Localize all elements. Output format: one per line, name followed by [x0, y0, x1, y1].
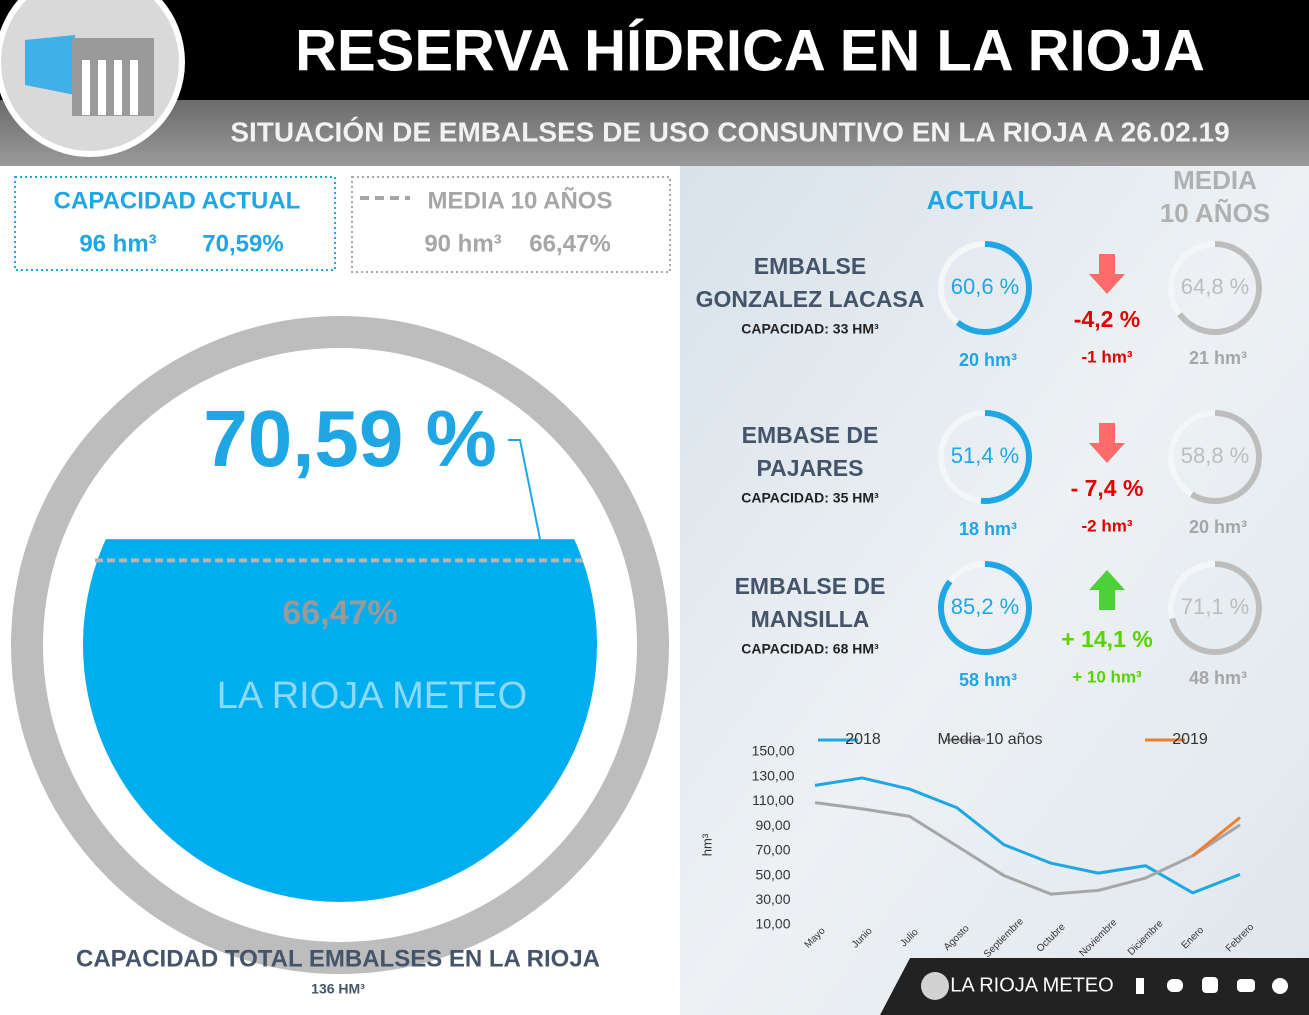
y-tick-label: 90,00 [755, 817, 790, 833]
gauge-average-label: 66,47% [282, 594, 397, 632]
ring-label: 85,2 % [951, 594, 1020, 619]
change-volume: -2 hm³ [1082, 516, 1133, 535]
y-tick-label: 50,00 [755, 866, 790, 882]
average-box [351, 176, 671, 273]
series-line [814, 776, 1241, 895]
ring-label: 51,4 % [951, 443, 1020, 468]
total-caption: CAPACIDAD TOTAL EMBALSES EN LA RIOJA [76, 945, 600, 972]
ring-label: 64,8 % [1181, 274, 1250, 299]
change-percent: - 7,4 % [1071, 475, 1144, 501]
reservoir-name: GONZALEZ LACASA [696, 286, 925, 312]
change-percent: -4,2 % [1074, 306, 1140, 332]
reservoir-capacity: CAPACIDAD: 33 HM³ [741, 321, 879, 337]
right-panel [680, 166, 1309, 1015]
ring-arc [1168, 410, 1262, 504]
footer-logo [921, 972, 949, 1000]
gauge-level-label: 70,59 % [203, 394, 497, 483]
total-capacity: 136 HM³ [311, 981, 365, 997]
ring-label: 60,6 % [951, 274, 1020, 299]
trend-arrow [1089, 423, 1125, 463]
gauge-ring [11, 316, 669, 974]
average-percent: 66,47% [529, 230, 610, 257]
column-average: MEDIA [1173, 165, 1257, 195]
current-box [14, 176, 336, 271]
y-tick-label: 130,00 [752, 767, 795, 783]
average-volume: 48 hm³ [1189, 668, 1247, 688]
legend-label: 2019 [1172, 731, 1208, 748]
header-bar [0, 0, 1309, 100]
social-icons [1136, 977, 1288, 994]
y-axis-label: hm³ [699, 833, 714, 856]
current-title: CAPACIDAD ACTUAL [54, 187, 301, 214]
reservoir-name: EMBALSE [754, 253, 866, 279]
reservoir-name: EMBASE DE [742, 422, 879, 448]
current-volume: 96 hm³ [79, 230, 156, 257]
subtitle-bar [0, 100, 1309, 166]
footer-band [880, 958, 1309, 1015]
ring-arc [938, 241, 1032, 335]
reservoir-capacity: CAPACIDAD: 35 HM³ [741, 490, 879, 506]
y-tick-label: 150,00 [752, 743, 795, 759]
change-percent: + 14,1 % [1061, 626, 1152, 652]
column-actual: ACTUAL [927, 185, 1034, 215]
reservoir-capacity: CAPACIDAD: 68 HM³ [741, 641, 879, 657]
average-volume: 21 hm³ [1189, 348, 1247, 368]
leader-line [508, 439, 541, 540]
subtitle: SITUACIÓN DE EMBALSES DE USO CONSUNTIVO … [230, 116, 1229, 147]
change-volume: + 10 hm³ [1072, 667, 1142, 686]
column-average: 10 AÑOS [1160, 198, 1270, 228]
change-volume: -1 hm³ [1082, 347, 1133, 366]
trend-arrow [1089, 254, 1125, 294]
average-volume: 20 hm³ [1189, 517, 1247, 537]
footer-brand: LA RIOJA METEO [950, 974, 1113, 996]
logo-icon [25, 35, 154, 116]
y-tick-label: 10,00 [755, 916, 790, 932]
actual-volume: 20 hm³ [959, 350, 1017, 370]
series-line [814, 801, 1241, 896]
legend-label: Media 10 años [938, 731, 1043, 748]
reservoir-name: EMBALSE DE [735, 573, 886, 599]
watermark: LA RIOJA METEO [217, 675, 527, 717]
y-tick-label: 30,00 [755, 891, 790, 907]
y-tick-label: 70,00 [755, 842, 790, 858]
actual-volume: 18 hm³ [959, 519, 1017, 539]
average-volume: 90 hm³ [424, 230, 501, 257]
legend-label: 2018 [845, 731, 881, 748]
y-tick-label: 110,00 [752, 792, 794, 808]
reservoir-name: PAJARES [757, 455, 864, 481]
ring-arc [938, 410, 1032, 504]
current-percent: 70,59% [202, 230, 283, 257]
ring-arc [1168, 561, 1262, 655]
ring-label: 71,1 % [1181, 594, 1250, 619]
ring-arc [1168, 241, 1262, 335]
trend-arrow [1089, 570, 1125, 610]
title: RESERVA HÍDRICA EN LA RIOJA [295, 18, 1205, 83]
ring-label: 58,8 % [1181, 443, 1250, 468]
ring-arc [938, 561, 1032, 655]
series-line [1191, 816, 1241, 857]
average-title: MEDIA 10 AÑOS [428, 186, 613, 214]
actual-volume: 58 hm³ [959, 670, 1017, 690]
reservoir-name: MANSILLA [751, 606, 870, 632]
